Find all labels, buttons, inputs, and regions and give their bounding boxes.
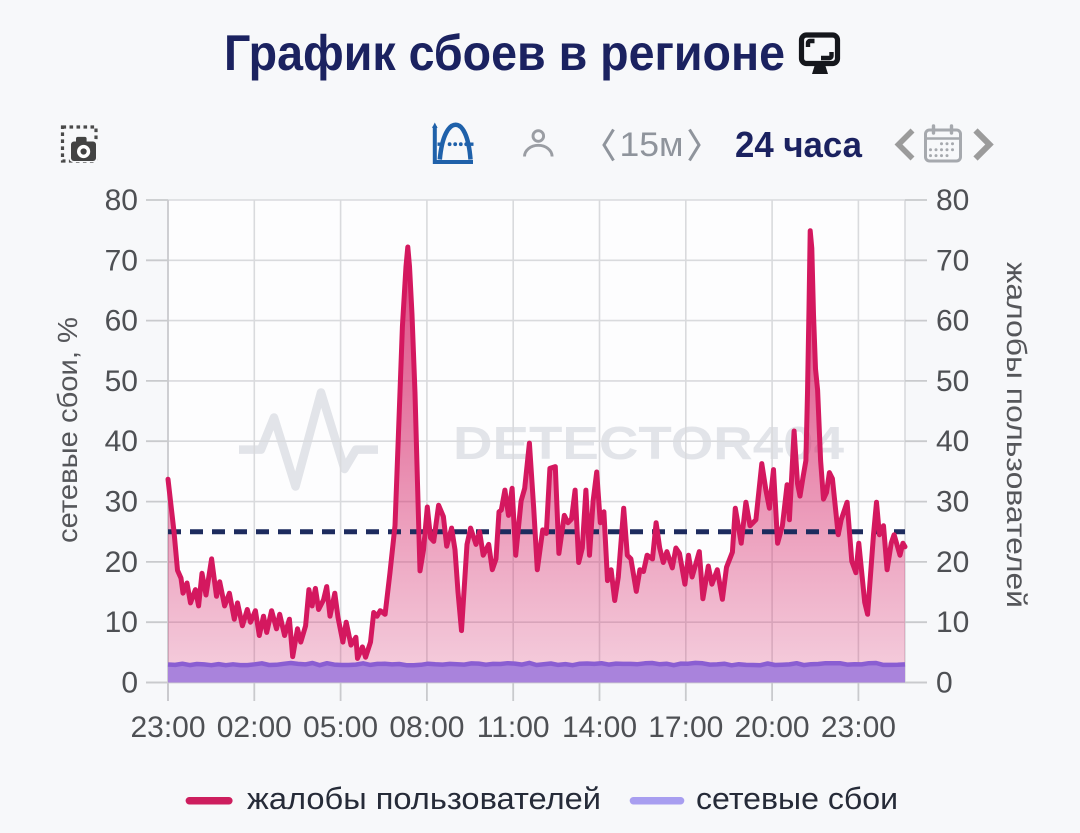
svg-text:50: 50 [936, 365, 969, 398]
svg-text:08:00: 08:00 [389, 711, 464, 744]
svg-text:02:00: 02:00 [217, 711, 292, 744]
svg-text:70: 70 [936, 244, 969, 277]
svg-text:30: 30 [936, 486, 969, 519]
svg-text:30: 30 [105, 486, 138, 519]
svg-text:40: 40 [105, 425, 138, 458]
svg-text:DETECTOR404: DETECTOR404 [453, 417, 844, 469]
svg-text:50: 50 [105, 365, 138, 398]
svg-text:11:00: 11:00 [477, 711, 550, 744]
svg-text:80: 80 [936, 184, 969, 217]
svg-text:сетевые сбои, %: сетевые сбои, % [52, 317, 83, 543]
svg-text:жалобы пользователей: жалобы пользователей [247, 781, 601, 816]
svg-text:14:00: 14:00 [562, 711, 637, 744]
svg-text:10: 10 [105, 606, 138, 639]
svg-text:60: 60 [105, 305, 138, 338]
svg-text:17:00: 17:00 [648, 711, 723, 744]
svg-text:23:00: 23:00 [130, 711, 205, 744]
svg-text:80: 80 [105, 184, 138, 217]
svg-text:23:00: 23:00 [821, 711, 896, 744]
svg-text:70: 70 [105, 244, 138, 277]
svg-text:15м: 15м [620, 126, 684, 164]
svg-text:60: 60 [936, 305, 969, 338]
svg-text:05:00: 05:00 [303, 711, 378, 744]
svg-text:24 часа: 24 часа [735, 124, 863, 165]
svg-text:График сбоев в регионе: График сбоев в регионе [224, 25, 785, 81]
svg-text:20:00: 20:00 [735, 711, 810, 744]
svg-text:20: 20 [105, 546, 138, 579]
svg-text:0: 0 [121, 667, 138, 700]
svg-text:жалобы пользователей: жалобы пользователей [1001, 262, 1032, 608]
svg-text:сетевые сбои: сетевые сбои [696, 781, 898, 816]
svg-text:20: 20 [936, 546, 969, 579]
svg-text:40: 40 [936, 425, 969, 458]
svg-text:10: 10 [936, 606, 969, 639]
svg-text:0: 0 [936, 667, 953, 700]
